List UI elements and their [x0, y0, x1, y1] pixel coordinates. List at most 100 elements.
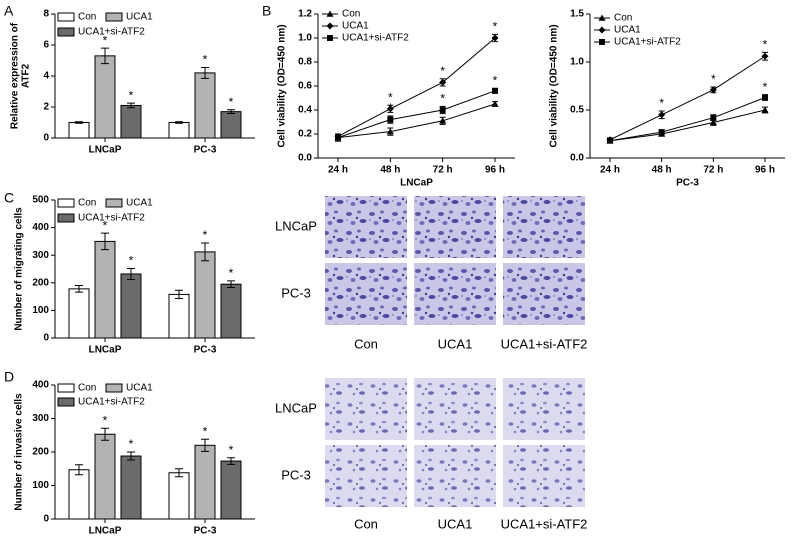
error-bar [201, 438, 209, 452]
x-tick-label: 72 h [433, 165, 453, 176]
marker [761, 52, 769, 60]
error-bar [127, 267, 135, 280]
marker [439, 107, 446, 113]
y-tick-label: 0.0 [298, 153, 312, 164]
significance: * [493, 74, 498, 88]
significance: * [229, 266, 234, 280]
y-tick-label: 0 [43, 333, 49, 344]
x-tick-label: 24 h [328, 165, 348, 176]
marker [439, 117, 447, 124]
error-bar [101, 427, 109, 441]
x-tick-label: LNCaP [89, 345, 122, 356]
marker [658, 111, 666, 119]
y-tick-label: 8 [43, 9, 49, 20]
x-tick-label: LNCaP [89, 145, 122, 156]
legend-label: UCA1+si-ATF2 [78, 213, 145, 224]
y-tick-label: 0 [43, 514, 49, 525]
legend-label: Con [342, 9, 360, 20]
bar [168, 293, 190, 339]
bar [168, 122, 190, 139]
x-tick-label: LNCaP [89, 526, 122, 537]
legend-swatch [105, 383, 123, 393]
legend-label: Con [78, 12, 96, 23]
column-label: UCA1 [438, 516, 473, 531]
significance: * [440, 92, 445, 106]
significance: * [103, 33, 108, 47]
significance: * [203, 424, 208, 438]
error-bar [75, 121, 83, 124]
bar [194, 251, 216, 339]
marker [710, 114, 717, 121]
error-bar [175, 289, 183, 300]
panel-label: B [262, 3, 271, 19]
error-bar [101, 232, 109, 251]
x-tick-label: 24 h [600, 165, 620, 176]
x-axis-label: LNCaP [400, 178, 433, 189]
line [337, 37, 496, 137]
legend-swatch [57, 213, 75, 223]
y-tick-label: 0 [43, 133, 49, 144]
y-axis-label: Relative expression of [10, 22, 21, 129]
line [609, 109, 766, 142]
error-bar [227, 457, 235, 465]
micrograph [325, 445, 407, 507]
micrograph [325, 196, 407, 258]
legend-label: Con [78, 198, 96, 209]
marker [491, 100, 499, 107]
panel-label: C [4, 190, 14, 206]
bar [94, 240, 116, 339]
significance: * [203, 53, 208, 67]
legend-swatch [57, 397, 75, 407]
significance: * [388, 101, 393, 115]
legend-label: UCA1+si-ATF2 [342, 33, 409, 44]
column-label: UCA1+si-ATF2 [501, 336, 588, 351]
error-bar [75, 464, 83, 476]
micrograph [325, 263, 407, 325]
bar [94, 55, 116, 139]
legend-label: UCA1 [342, 21, 369, 32]
marker [327, 35, 333, 41]
legend-swatch [105, 198, 123, 208]
micrograph [503, 196, 585, 258]
y-tick-label: 400 [32, 222, 49, 233]
significance: * [103, 413, 108, 427]
bar [194, 72, 216, 139]
micrograph [414, 378, 496, 440]
significance: * [229, 95, 234, 109]
y-tick-label: 1.2 [298, 9, 312, 20]
line [337, 103, 496, 139]
significance: * [103, 218, 108, 232]
error-bar [75, 285, 83, 293]
bar [220, 283, 242, 339]
significance: * [203, 228, 208, 242]
error-bar [227, 280, 235, 288]
y-tick-label: 0.2 [298, 129, 312, 140]
legend-label: Con [614, 13, 632, 24]
x-tick-label: 48 h [380, 165, 400, 176]
significance: * [388, 90, 393, 104]
error-bar [201, 66, 209, 79]
line [609, 97, 766, 142]
bar [120, 455, 142, 520]
error-bar [127, 451, 135, 461]
bar [120, 104, 142, 139]
significance: * [493, 20, 498, 34]
column-label: Con [354, 336, 378, 351]
y-axis-label: Cell viability (OD=450 nm) [277, 24, 288, 147]
y-tick-label: 6 [43, 40, 49, 51]
row-label: LNCaP [275, 218, 317, 233]
legend-label: UCA1 [614, 25, 641, 36]
micrograph [503, 263, 585, 325]
bar [194, 444, 216, 520]
y-tick-label: 300 [32, 250, 49, 261]
column-label: UCA1 [438, 336, 473, 351]
y-tick-label: 200 [32, 447, 49, 458]
y-tick-label: 0.6 [298, 81, 312, 92]
legend-swatch [57, 27, 75, 37]
micrograph [325, 378, 407, 440]
significance: * [659, 96, 664, 110]
marker [709, 86, 717, 94]
bar [220, 111, 242, 139]
marker [326, 10, 334, 17]
